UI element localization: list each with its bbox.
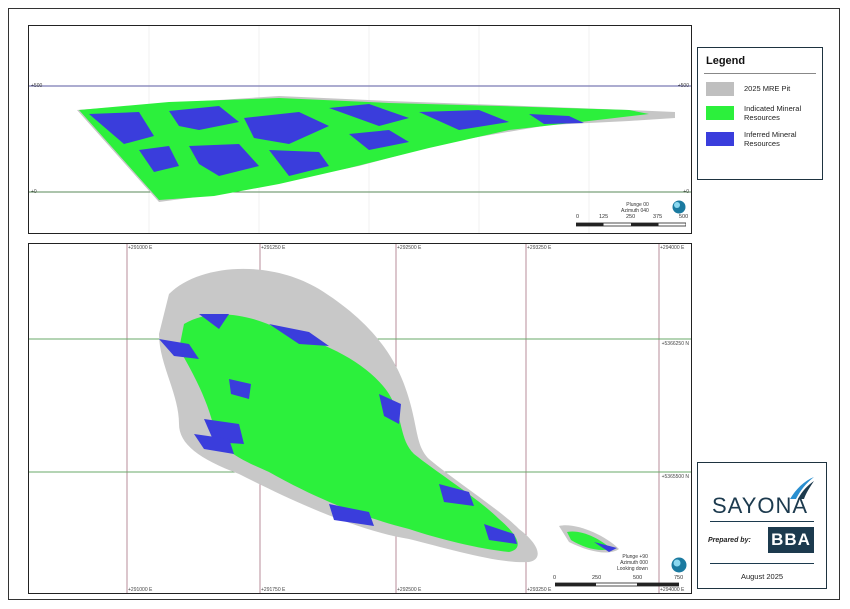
section-view-canvas bbox=[29, 26, 691, 233]
consultant-logo: BBA bbox=[768, 527, 814, 553]
easting-bottom-4: +293250 E bbox=[527, 587, 552, 593]
plan-inferred-patches bbox=[159, 314, 617, 552]
section-scale-tick-2: 250 bbox=[626, 214, 636, 220]
legend-label-pit: 2025 MRE Pit bbox=[744, 84, 791, 93]
easting-bottom-5: +294000 E bbox=[660, 587, 685, 593]
elevation-label-zero-right: +0 bbox=[683, 189, 689, 195]
report-date: August 2025 bbox=[740, 572, 784, 581]
plan-scale-tick-0: 0 bbox=[553, 575, 557, 581]
branding-box: SAYONA Prepared by: BBA August 2025 bbox=[697, 462, 827, 589]
plan-compass-globe-icon bbox=[671, 557, 687, 573]
section-inferred-patches bbox=[89, 104, 584, 176]
legend-swatch-inferred bbox=[706, 132, 734, 146]
logo-divider-bottom bbox=[710, 563, 814, 564]
legend-swatch-pit bbox=[706, 82, 734, 96]
easting-top-5: +294000 E bbox=[660, 245, 685, 251]
easting-bottom-1: +291000 E bbox=[128, 587, 153, 593]
sayona-swoosh-icon bbox=[790, 477, 814, 499]
section-orientation-text: Plunge 00 Azimuth 040 bbox=[621, 202, 649, 214]
easting-top-3: +292500 E bbox=[397, 245, 422, 251]
plan-indicated-body bbox=[179, 314, 518, 552]
easting-top-2: +291250 E bbox=[261, 245, 286, 251]
plan-scale-tick-3: 750 bbox=[674, 575, 684, 581]
plan-view-canvas bbox=[29, 244, 691, 593]
legend-item-pit: 2025 MRE Pit bbox=[706, 80, 818, 104]
plan-view-panel: +291000 E +291250 E +292500 E +293250 E … bbox=[28, 243, 692, 594]
plan-scale-bar bbox=[555, 582, 679, 587]
logo-divider-top bbox=[710, 521, 814, 522]
company-logo-text: SAYONA bbox=[712, 493, 809, 518]
section-scale-tick-3: 375 bbox=[653, 214, 663, 220]
legend-label-inferred: Inferred Mineral Resources bbox=[744, 130, 797, 148]
section-scale-tick-1: 125 bbox=[599, 214, 609, 220]
elevation-label-top-left: +500 bbox=[31, 83, 43, 89]
easting-top-1: +291000 E bbox=[128, 245, 153, 251]
northing-upper: +5366250 N bbox=[661, 341, 689, 347]
legend-label-indicated: Indicated Mineral Resources bbox=[744, 104, 802, 122]
section-view-panel: +500 +500 +0 +0 Plunge 00 Azimuth 040 0 … bbox=[28, 25, 692, 234]
legend-item-inferred: Inferred Mineral Resources bbox=[706, 130, 818, 154]
section-scale-tick-0: 0 bbox=[576, 214, 580, 220]
easting-bottom-3: +292500 E bbox=[397, 587, 422, 593]
elevation-label-zero-left: +0 bbox=[31, 189, 37, 195]
plan-orientation-text: Plunge +90 Azimuth 000 Looking down bbox=[617, 554, 648, 572]
elevation-label-top-right: +500 bbox=[677, 83, 689, 89]
map-frame bbox=[8, 8, 840, 600]
easting-bottom-2: +291750 E bbox=[261, 587, 286, 593]
northing-lower: +5365500 N bbox=[661, 474, 689, 480]
legend-title: Legend bbox=[706, 55, 746, 67]
plan-scale-tick-1: 250 bbox=[592, 575, 602, 581]
legend-divider bbox=[704, 73, 816, 74]
legend-box: Legend 2025 MRE Pit Indicated Mineral Re… bbox=[697, 47, 823, 180]
section-scale-tick-4: 500 bbox=[679, 214, 689, 220]
section-compass-globe-icon bbox=[672, 200, 686, 214]
section-scale-bar bbox=[576, 222, 686, 227]
consultant-logo-text: BBA bbox=[771, 530, 811, 549]
prepared-by-label: Prepared by: bbox=[708, 537, 751, 544]
legend-item-indicated: Indicated Mineral Resources bbox=[706, 104, 818, 128]
plan-scale-tick-2: 500 bbox=[633, 575, 643, 581]
legend-swatch-indicated bbox=[706, 106, 734, 120]
easting-top-4: +293250 E bbox=[527, 245, 552, 251]
